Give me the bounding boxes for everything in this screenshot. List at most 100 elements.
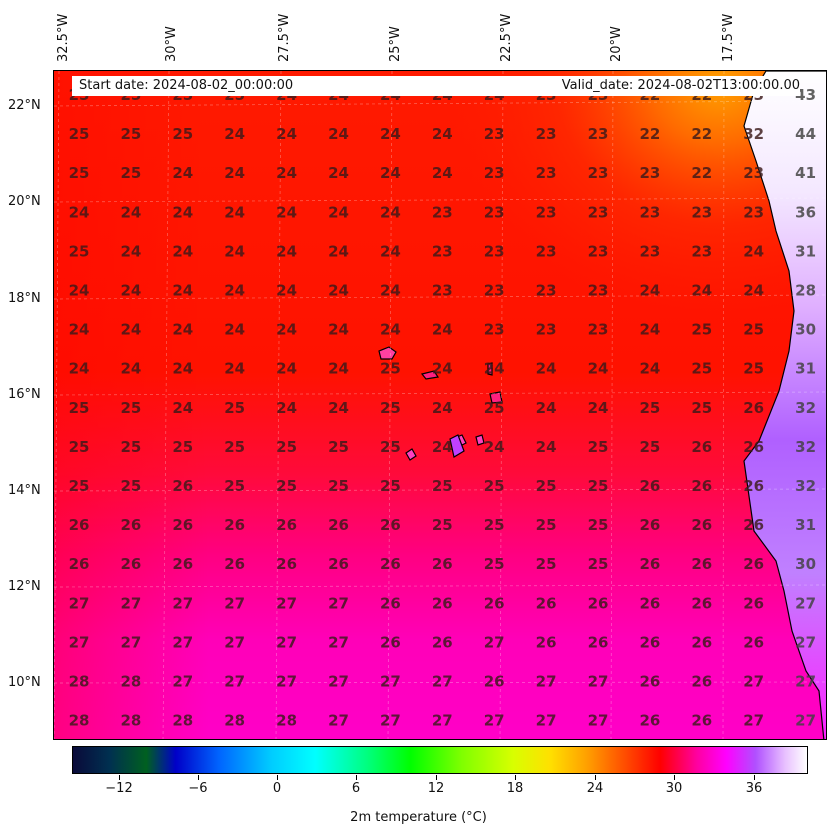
temperature-value: 24 [691, 282, 712, 300]
colorbar-tick [754, 775, 755, 780]
temperature-value: 31 [795, 242, 816, 260]
temperature-value: 27 [380, 673, 401, 691]
temperature-value: 23 [588, 125, 609, 143]
temperature-value: 24 [380, 203, 401, 221]
temperature-value: 28 [795, 282, 816, 300]
temperature-value: 25 [69, 399, 90, 417]
temperature-value: 23 [536, 321, 557, 339]
temperature-value: 25 [224, 477, 245, 495]
temperature-value: 23 [484, 321, 505, 339]
temperature-value: 26 [743, 516, 764, 534]
temperature-value: 24 [224, 125, 245, 143]
temperature-value: 27 [120, 594, 141, 612]
temperature-value: 25 [484, 555, 505, 573]
temperature-value: 25 [224, 399, 245, 417]
temperature-value: 24 [172, 360, 193, 378]
temperature-value: 26 [536, 594, 557, 612]
lat-label: 16°N [8, 387, 41, 402]
temperature-value: 27 [484, 712, 505, 730]
temperature-value: 26 [172, 477, 193, 495]
temperature-value: 26 [639, 516, 660, 534]
temperature-value: 24 [380, 321, 401, 339]
temperature-value: 25 [432, 477, 453, 495]
temperature-value: 27 [795, 633, 816, 651]
temperature-value: 26 [536, 633, 557, 651]
temperature-value: 28 [224, 712, 245, 730]
temperature-value: 25 [69, 438, 90, 456]
temperature-value: 26 [691, 633, 712, 651]
colorbar-tick-label: 30 [665, 781, 683, 796]
lon-label: 25°W [388, 26, 403, 62]
temperature-value: 27 [588, 673, 609, 691]
temperature-value: 24 [224, 282, 245, 300]
temperature-value: 24 [380, 125, 401, 143]
temperature-value: 27 [588, 712, 609, 730]
temperature-value: 23 [743, 203, 764, 221]
temperature-value: 28 [120, 712, 141, 730]
temperature-value: 28 [120, 673, 141, 691]
temperature-value: 25 [639, 438, 660, 456]
temperature-value: 26 [328, 516, 349, 534]
temperature-value: 32 [795, 477, 816, 495]
temperature-value: 23 [588, 282, 609, 300]
temperature-value: 23 [432, 203, 453, 221]
colorbar-tick [595, 775, 596, 780]
temperature-value: 26 [639, 712, 660, 730]
temperature-value: 26 [120, 516, 141, 534]
temperature-value: 25 [69, 125, 90, 143]
temperature-value: 41 [795, 164, 816, 182]
temperature-value: 25 [536, 477, 557, 495]
temperature-value: 27 [795, 594, 816, 612]
temperature-value: 24 [224, 360, 245, 378]
colorbar-tick-label: 6 [351, 781, 361, 796]
temperature-value: 23 [484, 282, 505, 300]
temperature-value: 24 [172, 203, 193, 221]
temperature-value: 26 [276, 555, 297, 573]
temperature-value: 24 [328, 164, 349, 182]
temperature-value: 25 [380, 477, 401, 495]
lon-label: 32.5°W [56, 13, 71, 62]
temperature-value: 26 [328, 555, 349, 573]
valid-date-label: Valid_date: 2024-08-02T13:00:00.00 [561, 78, 800, 93]
temperature-value: 27 [536, 673, 557, 691]
temperature-value: 24 [588, 399, 609, 417]
temperature-value: 26 [691, 673, 712, 691]
temperature-value: 24 [276, 242, 297, 260]
island-outline [487, 362, 493, 376]
temperature-value: 24 [276, 125, 297, 143]
temperature-value: 25 [588, 555, 609, 573]
temperature-value: 26 [639, 633, 660, 651]
temperature-value: 24 [328, 282, 349, 300]
temperature-value: 24 [276, 203, 297, 221]
temperature-map: 25 25 25 25 24 24 24 24 24 23 23 22 22 23 43 25 25 25 24 24… [53, 70, 827, 740]
temperature-value: 25 [484, 399, 505, 417]
temperature-value: 26 [691, 712, 712, 730]
temperature-value: 44 [795, 125, 816, 143]
temperature-value: 31 [795, 516, 816, 534]
temperature-value: 26 [484, 673, 505, 691]
temperature-value: 23 [588, 164, 609, 182]
temperature-value: 25 [69, 477, 90, 495]
temperature-value: 24 [120, 242, 141, 260]
temperature-value: 27 [743, 712, 764, 730]
temperature-value: 25 [69, 164, 90, 182]
temperature-value: 24 [224, 242, 245, 260]
temperature-value: 25 [120, 438, 141, 456]
colorbar-tick-label: −12 [105, 781, 133, 796]
temperature-value: 36 [795, 203, 816, 221]
colorbar-tick [356, 775, 357, 780]
temperature-value: 26 [639, 673, 660, 691]
temperature-value: 25 [380, 399, 401, 417]
temperature-value: 25 [69, 242, 90, 260]
temperature-value: 26 [743, 633, 764, 651]
temperature-value: 24 [536, 399, 557, 417]
lon-label: 20°W [609, 26, 624, 62]
temperature-value: 24 [224, 164, 245, 182]
temperature-value: 23 [432, 242, 453, 260]
temperature-value: 24 [380, 164, 401, 182]
temperature-value: 27 [69, 633, 90, 651]
temperature-value: 22 [691, 164, 712, 182]
lat-label: 12°N [8, 579, 41, 594]
temperature-value: 23 [484, 203, 505, 221]
temperature-value: 27 [172, 673, 193, 691]
